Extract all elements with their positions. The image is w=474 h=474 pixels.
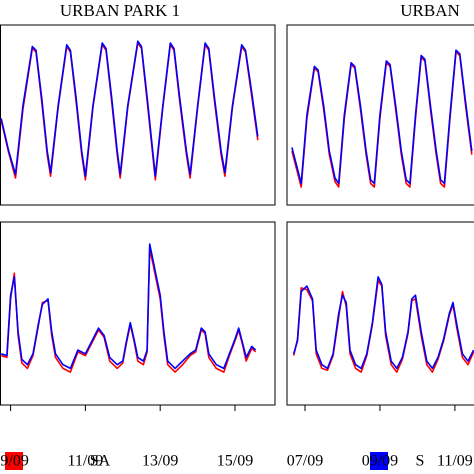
x-tick-label: 11/09 — [437, 453, 473, 470]
x-tick-label: 09/09 — [362, 453, 398, 470]
x-tick-label: 07/09 — [287, 453, 323, 470]
series-line — [0, 42, 259, 181]
x-tick-label: 13/09 — [142, 453, 178, 470]
panel-title: URBAN PARK 1 — [60, 1, 180, 20]
panel-title: URBAN — [400, 1, 460, 20]
legend-label: S — [416, 453, 425, 470]
plot-frame — [0, 221, 276, 406]
series-line — [0, 40, 259, 177]
x-tick-label: 15/09 — [217, 453, 253, 470]
x-tick-label: 09/09 — [0, 453, 29, 470]
series-line — [0, 248, 257, 373]
series-line — [0, 243, 257, 370]
series-line — [292, 276, 474, 370]
legend-label: SA — [90, 453, 111, 470]
series-line — [291, 49, 473, 185]
plot-frame — [0, 24, 276, 206]
plot-frame — [286, 24, 474, 206]
legend-swatch — [5, 452, 23, 470]
x-tick-label: 11/09 — [67, 453, 103, 470]
plot-frame — [286, 221, 474, 406]
legend-swatch — [370, 452, 388, 470]
